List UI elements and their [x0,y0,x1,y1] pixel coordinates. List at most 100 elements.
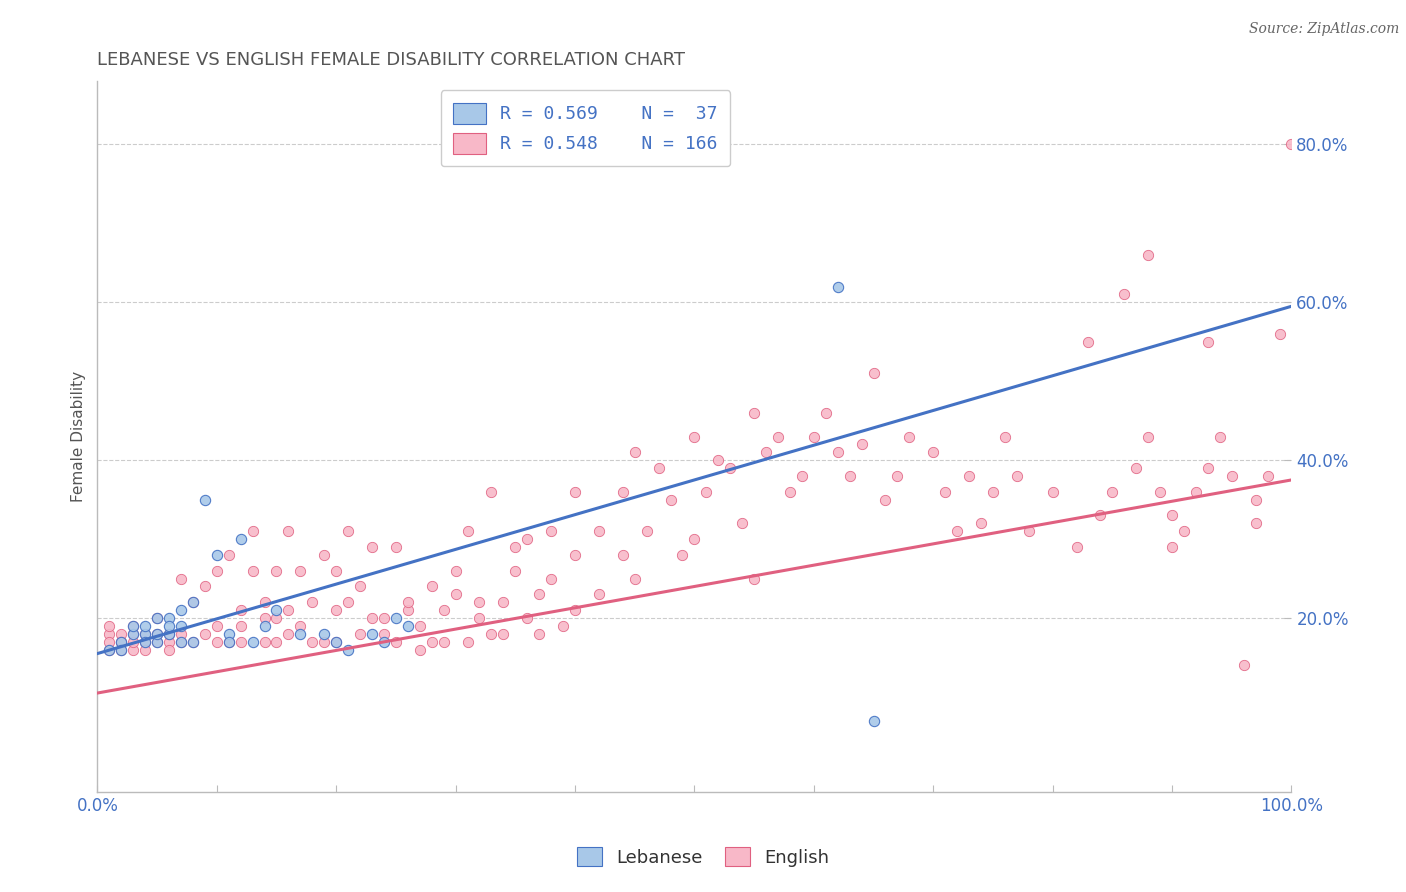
Point [361,611,384,625]
Point [957,469,980,483]
Point [742,572,765,586]
Point [205,619,228,633]
Point [110,634,132,648]
Point [229,603,252,617]
Point [266,603,288,617]
Point [110,627,132,641]
Point [314,634,336,648]
Point [1233,658,1256,673]
Point [444,587,467,601]
Point [516,532,538,546]
Point [564,484,586,499]
Point [181,634,204,648]
Point [994,429,1017,443]
Point [1185,484,1208,499]
Point [433,634,456,648]
Point [468,595,491,609]
Point [468,611,491,625]
Point [229,532,252,546]
Point [409,619,432,633]
Point [194,579,217,593]
Point [1149,484,1171,499]
Point [659,492,682,507]
Point [373,627,395,641]
Point [277,603,299,617]
Point [373,634,395,648]
Point [170,634,193,648]
Point [266,634,288,648]
Point [301,595,323,609]
Point [385,540,408,554]
Point [396,595,419,609]
Y-axis label: Female Disability: Female Disability [72,371,86,502]
Point [146,634,169,648]
Point [170,619,193,633]
Point [218,634,240,648]
Point [1005,469,1028,483]
Point [718,461,741,475]
Point [481,484,503,499]
Point [98,634,121,648]
Point [361,627,384,641]
Point [146,627,169,641]
Point [157,619,180,633]
Point [266,564,288,578]
Point [170,603,193,617]
Point [827,279,849,293]
Point [636,524,658,539]
Point [457,634,479,648]
Point [934,484,956,499]
Point [181,595,204,609]
Point [492,595,515,609]
Point [229,634,252,648]
Point [134,619,156,633]
Point [290,564,312,578]
Point [229,619,252,633]
Point [218,634,240,648]
Point [122,627,145,641]
Point [290,619,312,633]
Point [742,406,765,420]
Point [731,516,754,531]
Point [671,548,693,562]
Point [492,627,515,641]
Point [564,603,586,617]
Point [503,564,526,578]
Point [481,627,503,641]
Point [1197,334,1219,349]
Point [1161,540,1184,554]
Point [1281,137,1303,152]
Point [457,524,479,539]
Point [396,603,419,617]
Point [361,540,384,554]
Point [314,627,336,641]
Point [564,548,586,562]
Point [409,642,432,657]
Point [122,619,145,633]
Point [337,595,360,609]
Point [1257,469,1279,483]
Point [110,642,132,657]
Point [1209,429,1232,443]
Point [707,453,730,467]
Point [194,492,217,507]
Point [612,548,634,562]
Point [266,611,288,625]
Point [385,634,408,648]
Point [110,642,132,657]
Point [1090,508,1112,523]
Point [683,532,706,546]
Point [1018,524,1040,539]
Point [623,572,645,586]
Legend: Lebanese, English: Lebanese, English [569,840,837,874]
Point [146,634,169,648]
Point [122,642,145,657]
Point [1268,326,1291,341]
Point [110,634,132,648]
Point [373,611,395,625]
Point [875,492,897,507]
Point [242,524,264,539]
Point [1220,469,1243,483]
Point [1161,508,1184,523]
Point [325,564,347,578]
